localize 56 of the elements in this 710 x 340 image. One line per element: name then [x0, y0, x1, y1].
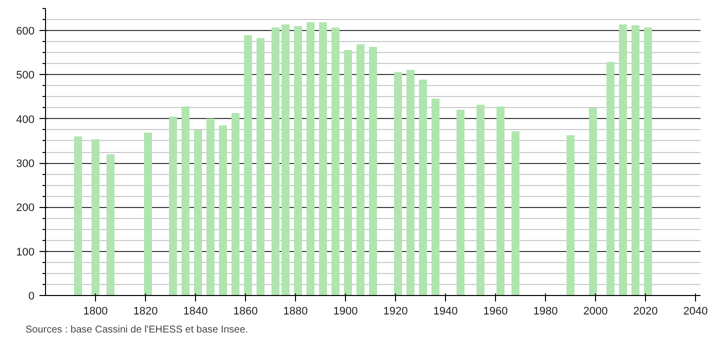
x-tick-label: 1980	[533, 306, 558, 318]
bar	[74, 136, 82, 296]
bar	[194, 130, 202, 296]
bar	[644, 27, 652, 296]
bar	[344, 50, 352, 296]
bar	[456, 110, 464, 296]
source-note: Sources : base Cassini de l'EHESS et base Insee.	[26, 324, 248, 336]
bar	[169, 116, 177, 296]
bar	[272, 27, 280, 296]
bar	[476, 104, 484, 296]
bar	[282, 24, 290, 296]
bar	[619, 24, 627, 296]
x-tick-label: 1960	[483, 306, 508, 318]
x-tick-label: 2000	[583, 306, 608, 318]
bar	[219, 126, 227, 296]
bar	[182, 106, 190, 296]
x-tick-label: 1940	[433, 306, 458, 318]
bar	[92, 139, 100, 296]
bar	[244, 34, 252, 296]
bar	[106, 154, 114, 296]
y-tick-label: 600	[16, 26, 35, 38]
x-tick-label: 1840	[183, 306, 208, 318]
bar	[419, 80, 427, 296]
bar	[432, 98, 440, 296]
bar	[356, 44, 364, 296]
bar	[566, 135, 574, 296]
bar	[319, 22, 327, 296]
bar	[294, 26, 302, 296]
y-tick-label: 200	[16, 202, 35, 214]
bar	[332, 27, 340, 296]
bar	[369, 46, 377, 296]
x-tick-label: 1800	[83, 306, 108, 318]
x-tick-label: 2020	[633, 306, 658, 318]
x-tick-label: 1880	[283, 306, 308, 318]
y-tick-label: 500	[16, 70, 35, 82]
bar	[632, 25, 640, 296]
bar	[206, 118, 214, 296]
bar	[306, 22, 314, 296]
x-tick-label: 1860	[233, 306, 258, 318]
bar	[496, 106, 504, 296]
bar	[512, 131, 520, 296]
bar	[394, 72, 402, 296]
bar	[606, 62, 614, 296]
bar	[144, 132, 152, 296]
y-tick-label: 100	[16, 246, 35, 258]
x-tick-label: 1900	[333, 306, 358, 318]
bar	[256, 38, 264, 296]
y-tick-label: 0	[28, 290, 35, 302]
bar	[232, 113, 240, 296]
x-tick-label: 1920	[383, 306, 408, 318]
y-tick-label: 300	[16, 158, 35, 170]
bar	[406, 70, 414, 296]
x-tick-label: 2040	[683, 306, 708, 318]
bar	[589, 108, 597, 296]
y-tick-label: 400	[16, 114, 35, 126]
x-tick-label: 1820	[133, 306, 158, 318]
